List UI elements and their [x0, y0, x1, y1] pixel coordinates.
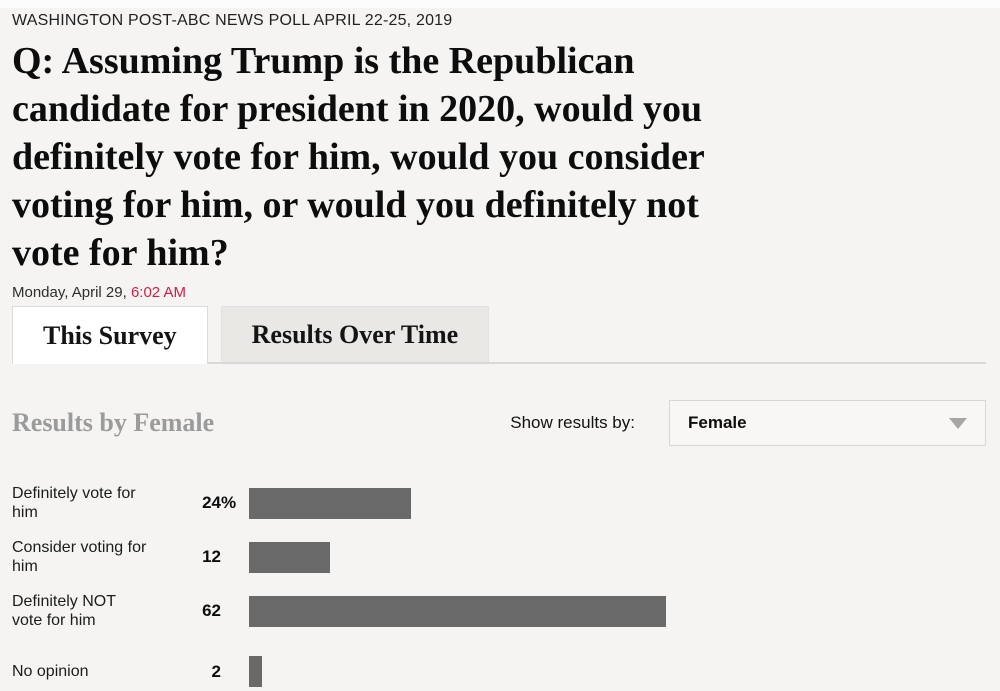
poll-page: WASHINGTON POST-ABC NEWS POLL APRIL 22-2… [0, 12, 1000, 687]
bar-track [249, 595, 986, 627]
chart-row: No opinion 2 [12, 656, 986, 687]
timestamp: Monday, April 29, 6:02 AM [12, 284, 986, 301]
bar-category-label: Definitely vote for him [12, 485, 136, 521]
timestamp-date: Monday, April 29, [12, 284, 131, 301]
top-edge-strip [0, 0, 1000, 8]
bar-track [249, 487, 986, 519]
poll-question-headline: Q: Assuming Trump is the Republican cand… [12, 40, 705, 274]
tab-this-survey[interactable]: This Survey [12, 306, 208, 364]
bar-track [249, 541, 986, 573]
chart-row: Definitely NOT vote for him 62 [12, 592, 986, 630]
bar [249, 541, 330, 573]
bar [249, 595, 666, 627]
chevron-down-icon [949, 417, 967, 429]
bar-value-label: 24% [202, 493, 237, 512]
results-header: Results by Female Show results by: Femal… [12, 400, 986, 446]
show-results-by-label: Show results by: [510, 413, 635, 432]
bar-value-label: 12 [202, 547, 221, 566]
bar [249, 656, 262, 687]
dropdown-selected-value: Female [688, 413, 747, 432]
bar-value-label: 62 [202, 601, 221, 620]
bar-category-label: No opinion [12, 663, 89, 680]
bar [249, 487, 411, 519]
poll-kicker: WASHINGTON POST-ABC NEWS POLL APRIL 22-2… [12, 12, 453, 29]
show-results-by-dropdown[interactable]: Female [669, 400, 986, 446]
section-title: Results by Female [12, 408, 215, 437]
poll-bar-chart: Definitely vote for him 24% Consider vot… [12, 484, 986, 687]
tab-results-over-time[interactable]: Results Over Time [220, 306, 490, 362]
bar-category-label: Consider voting for him [12, 539, 147, 575]
bar-track [249, 656, 986, 687]
chart-row: Consider voting for him 12 [12, 538, 986, 576]
tab-bar: This Survey Results Over Time [12, 306, 986, 364]
bar-category-label: Definitely NOT vote for him [12, 593, 116, 629]
filter-group: Show results by: Female [510, 400, 986, 446]
bar-value-label: 2 [211, 661, 221, 681]
chart-row: Definitely vote for him 24% [12, 484, 986, 522]
timestamp-time: 6:02 AM [130, 284, 186, 301]
